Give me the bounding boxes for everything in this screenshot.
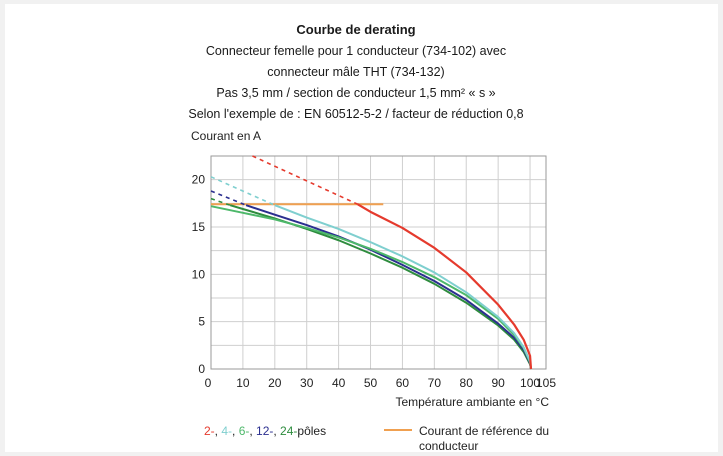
x-tick-label: 40 (332, 376, 346, 390)
x-tick-label: 50 (364, 376, 378, 390)
y-tick-label: 5 (198, 315, 205, 329)
legend-pole-label: , (215, 424, 222, 438)
legend-pole-label: pôles (297, 424, 326, 438)
legend-pole-label: , (232, 424, 239, 438)
legend-poles: 2-, 4-, 6-, 12-, 24-pôles (204, 424, 326, 438)
y-tick-label: 0 (198, 362, 205, 376)
chart-subtitle-4: Selon l'exemple de : EN 60512-5-2 / fact… (188, 107, 523, 121)
legend-reference-label-1: Courant de référence du (419, 424, 549, 438)
x-tick-label: 80 (460, 376, 474, 390)
plot-frame (210, 155, 547, 370)
x-tick-label: 70 (428, 376, 442, 390)
series-12-poles-line (245, 204, 532, 370)
chart-subtitle-3: Pas 3,5 mm / section de conducteur 1,5 m… (216, 86, 495, 100)
legend-pole-label: 2- (204, 424, 215, 438)
y-tick-label: 15 (192, 220, 206, 234)
legend-pole-label: 24- (280, 424, 297, 438)
legend-pole-label: , (249, 424, 256, 438)
chart-title: Courbe de derating (296, 22, 415, 37)
series-2-poles-extrapolation (252, 155, 359, 206)
plot-area (210, 155, 533, 370)
x-tick-label: 30 (300, 376, 314, 390)
legend-reference-label-2: conducteur (419, 439, 478, 452)
chart-subtitle-1: Connecteur femelle pour 1 conducteur (73… (206, 44, 506, 58)
x-tick-label: 105 (536, 376, 556, 390)
legend-pole-label: , (273, 424, 280, 438)
y-tick-label: 10 (192, 267, 206, 281)
chart-panel: Courbe de derating Connecteur femelle po… (5, 4, 718, 452)
legend-pole-label: 6- (239, 424, 250, 438)
series-12-poles-extrapolation (210, 190, 247, 206)
series-24-poles-extrapolation (210, 197, 231, 206)
series-4-poles-extrapolation (210, 176, 276, 206)
series-2-poles-line (357, 203, 533, 370)
series-4-poles-line (274, 204, 532, 370)
derating-chart: Courbe de derating Connecteur femelle po… (188, 22, 557, 452)
x-tick-label: 60 (396, 376, 410, 390)
chart-subtitle-2: connecteur mâle THT (734-132) (267, 65, 444, 79)
y-axis-label: Courant en A (191, 129, 261, 143)
x-tick-label: 10 (236, 376, 250, 390)
x-tick-label: 0 (205, 376, 212, 390)
legend-pole-label: 12- (256, 424, 273, 438)
x-axis-label: Température ambiante en °C (395, 395, 549, 409)
legend-pole-label: 4- (221, 424, 232, 438)
y-tick-label: 20 (192, 173, 206, 187)
x-tick-label: 20 (268, 376, 282, 390)
x-tick-label: 90 (491, 376, 505, 390)
x-tick-label: 100 (520, 376, 540, 390)
plot-grid (210, 155, 547, 370)
